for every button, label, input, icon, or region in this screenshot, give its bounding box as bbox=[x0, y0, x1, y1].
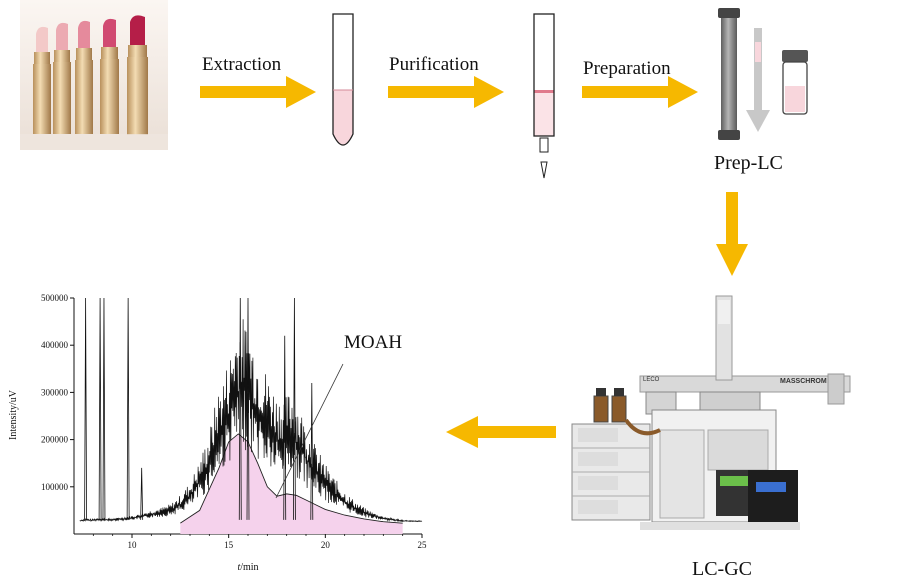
extraction-label: Extraction bbox=[202, 54, 282, 75]
arrow-extraction bbox=[200, 76, 316, 108]
y-tick-label: 200000 bbox=[41, 435, 69, 445]
y-tick-label: 400000 bbox=[41, 340, 69, 350]
y-axis-label: Intensity/uV bbox=[8, 389, 19, 440]
y-tick-label: 100000 bbox=[41, 482, 69, 492]
x-tick-label: 10 bbox=[128, 540, 138, 550]
arrow-down bbox=[716, 192, 748, 276]
spe-cartridge-icon bbox=[533, 13, 555, 179]
lc-gc-label: LC-GC bbox=[692, 558, 752, 580]
peak-spike bbox=[84, 297, 87, 520]
brand-right-label: MASSCHROM bbox=[780, 378, 827, 385]
x-axis-label: t/min bbox=[237, 562, 258, 573]
x-tick-label: 20 bbox=[321, 540, 331, 550]
peak-spike bbox=[140, 467, 144, 520]
collection-vial-icon bbox=[782, 50, 808, 115]
x-tick-label: 25 bbox=[418, 540, 428, 550]
preparation-label: Preparation bbox=[583, 58, 671, 79]
extraction-tube-icon bbox=[332, 13, 354, 146]
peak-spike bbox=[283, 335, 287, 520]
purification-label: Purification bbox=[389, 54, 479, 75]
y-tick-label: 300000 bbox=[41, 387, 69, 397]
prep-lc-column-icon bbox=[718, 8, 770, 140]
y-tick-label: 500000 bbox=[41, 293, 69, 303]
peak-spike bbox=[293, 297, 296, 520]
peak-spike bbox=[310, 382, 314, 520]
x-tick-label: 15 bbox=[224, 540, 234, 550]
peak-spike bbox=[246, 297, 250, 520]
moah-hump-line bbox=[180, 433, 403, 524]
peak-spike bbox=[126, 297, 130, 520]
peak-spike bbox=[98, 297, 102, 520]
moah-hump-area bbox=[180, 433, 403, 534]
moah-pointer bbox=[275, 363, 344, 499]
chromatogram-trace bbox=[79, 319, 423, 523]
arrow-purification bbox=[388, 76, 504, 108]
arrow-preparation bbox=[582, 76, 698, 108]
moah-label: MOAH bbox=[344, 332, 402, 353]
arrow-left bbox=[446, 416, 556, 448]
brand-left-label: LECO bbox=[643, 377, 660, 383]
prep-lc-label: Prep-LC bbox=[714, 152, 783, 174]
peak-spike bbox=[102, 297, 106, 520]
peak-spike bbox=[238, 297, 242, 520]
